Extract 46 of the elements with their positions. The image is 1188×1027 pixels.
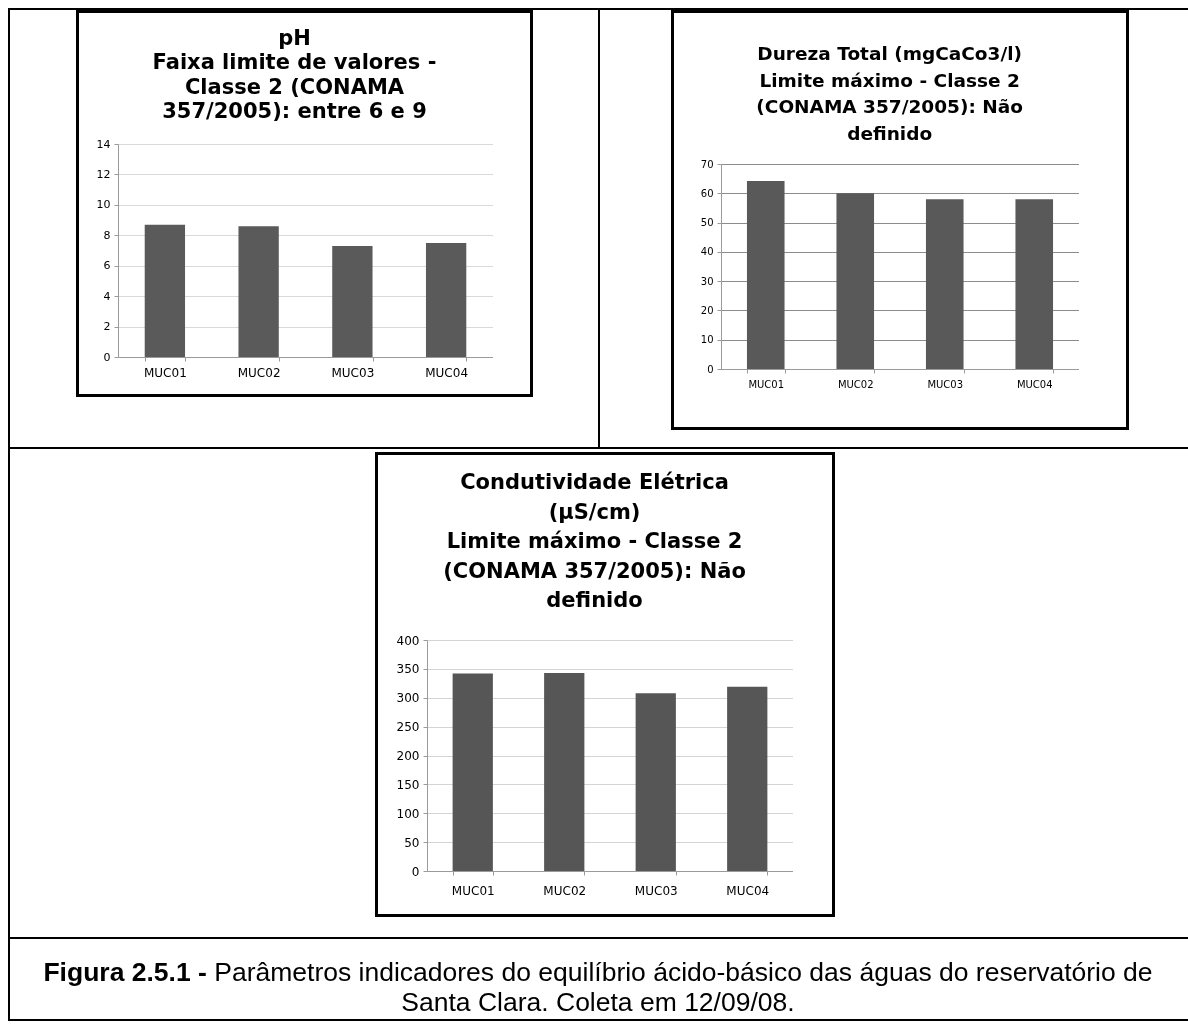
bar — [238, 226, 279, 357]
x-tick-label: MUC02 — [837, 378, 874, 390]
chart-title: Condutividade Elétrica (µS/cm) Limite máximo - Classe 2 (CONAMA 357/2005): Não definido — [443, 470, 746, 612]
y-tick-label: 100 — [396, 806, 420, 821]
x-tick-label: MUC04 — [425, 365, 469, 380]
x-tick-label: MUC03 — [634, 883, 678, 898]
x-tick-label: MUC03 — [331, 365, 375, 380]
y-tick-label: 350 — [396, 662, 420, 677]
y-tick-label: 60 — [700, 187, 714, 199]
y-tick-label: 70 — [700, 158, 714, 170]
x-tick-label: MUC04 — [726, 883, 770, 898]
y-tick-label: 300 — [396, 691, 420, 706]
y-tick-label: 0 — [103, 350, 111, 364]
y-tick-label: 40 — [700, 246, 714, 258]
y-tick-label: 20 — [700, 304, 714, 316]
y-tick-label: 12 — [96, 167, 111, 181]
y-tick-label: 0 — [411, 864, 420, 879]
bar — [332, 245, 373, 357]
y-tick-label: 8 — [103, 228, 111, 242]
text: Parâmetros indicadores do equilíbrio ácido-básico das águas do reservatório de Santa Clara. Coleta em 12/09/08. — [213, 957, 1153, 1017]
x-tick-label: MUC03 — [927, 378, 964, 390]
y-tick-label: 200 — [396, 749, 420, 763]
bar — [144, 224, 186, 357]
x-tick-label: MUC04 — [1016, 378, 1053, 390]
x-tick-label: MUC01 — [451, 883, 495, 898]
y-tick-label: 6 — [103, 259, 111, 273]
x-tick-label: MUC01 — [748, 378, 785, 390]
y-tick-label: 150 — [396, 777, 420, 792]
y-tick-label: 400 — [396, 633, 420, 648]
y-tick-label: 50 — [404, 835, 420, 850]
bar — [425, 242, 467, 357]
y-tick-label: 10 — [700, 334, 714, 346]
y-tick-label: 4 — [103, 289, 111, 303]
x-tick-label: MUC02 — [543, 883, 587, 898]
y-tick-label: 30 — [700, 275, 714, 287]
y-tick-label: 10 — [96, 198, 111, 212]
x-tick-label: MUC02 — [237, 365, 281, 380]
y-tick-label: 50 — [700, 217, 714, 229]
y-tick-label: 0 — [707, 363, 714, 375]
y-tick-label: 250 — [396, 720, 420, 735]
y-tick-label: 14 — [96, 137, 111, 151]
chart-title: Dureza Total (mgCaCo3/l) Limite máximo - Classe 2 (CONAMA 357/2005): Não definido — [756, 43, 1023, 144]
chart-title: pH Faixa limite de valores - Classe 2 (CONAMA 357/2005): entre 6 e 9 — [152, 26, 437, 123]
y-tick-label: 2 — [103, 320, 111, 334]
text: Figura 2.5.1 - — [43, 957, 207, 987]
x-tick-label: MUC01 — [143, 365, 187, 380]
